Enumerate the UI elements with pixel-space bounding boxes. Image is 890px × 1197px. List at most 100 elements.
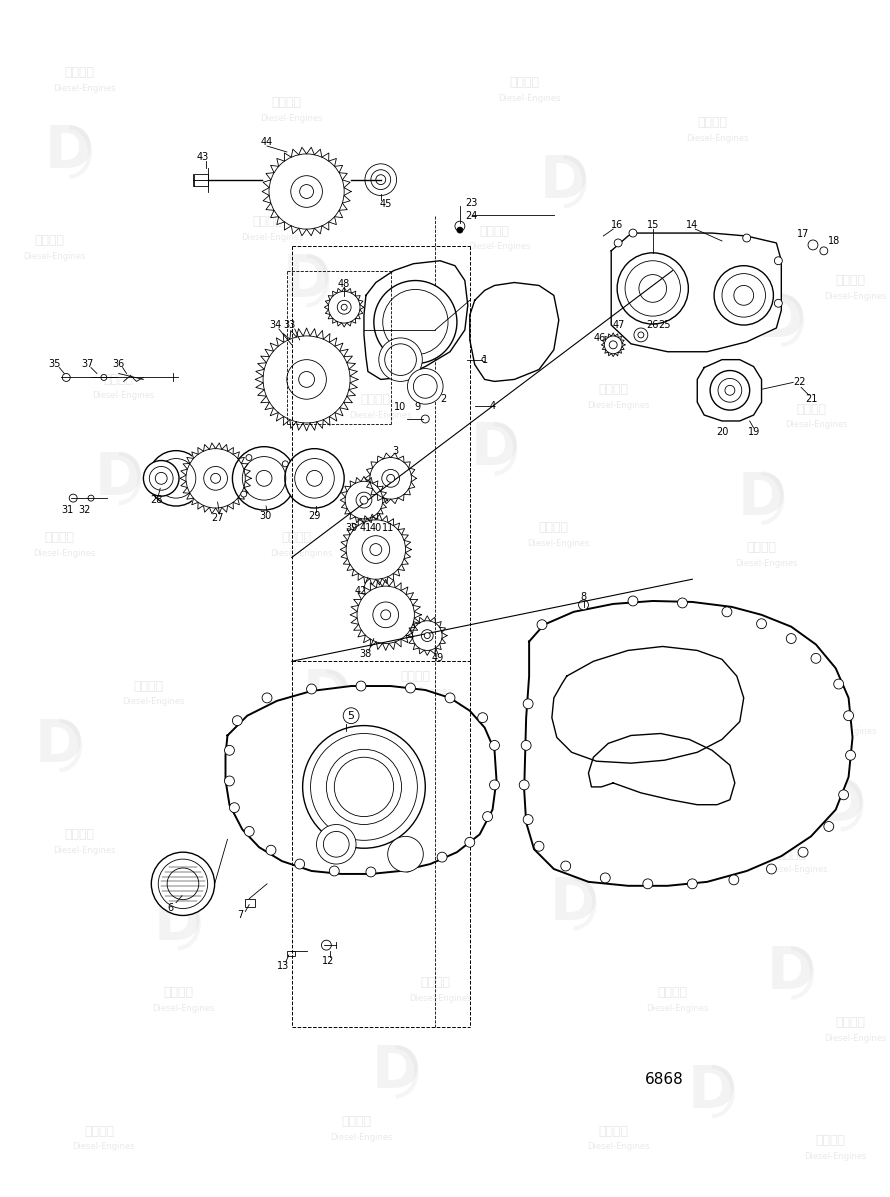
Text: 2: 2 bbox=[440, 394, 446, 405]
Text: 28: 28 bbox=[150, 496, 163, 505]
Circle shape bbox=[455, 221, 465, 231]
Text: Diesel-Engines: Diesel-Engines bbox=[350, 411, 412, 419]
Circle shape bbox=[537, 620, 547, 630]
Circle shape bbox=[300, 184, 313, 199]
Text: D: D bbox=[767, 944, 815, 1002]
Text: 紫发动力: 紫发动力 bbox=[64, 66, 94, 79]
Circle shape bbox=[244, 826, 255, 837]
Circle shape bbox=[158, 859, 207, 909]
Circle shape bbox=[729, 875, 739, 885]
Circle shape bbox=[387, 474, 394, 482]
Polygon shape bbox=[408, 615, 447, 656]
Circle shape bbox=[321, 940, 331, 950]
Text: Diesel-Engines: Diesel-Engines bbox=[646, 1004, 708, 1013]
Text: 紫发动力: 紫发动力 bbox=[35, 235, 64, 248]
Text: 紫发动力: 紫发动力 bbox=[836, 274, 866, 287]
Text: D: D bbox=[45, 123, 93, 181]
Text: Diesel-Engines: Diesel-Engines bbox=[73, 1142, 135, 1152]
Text: 紫发动力: 紫发动力 bbox=[321, 818, 352, 831]
Text: 紫发动力: 紫发动力 bbox=[569, 828, 598, 840]
Text: 紫发动力: 紫发动力 bbox=[638, 680, 668, 693]
Text: Diesel-Engines: Diesel-Engines bbox=[409, 994, 472, 1003]
Circle shape bbox=[69, 494, 77, 502]
Circle shape bbox=[155, 473, 167, 485]
Text: 31: 31 bbox=[61, 505, 73, 515]
Text: Diesel-Engines: Diesel-Engines bbox=[765, 865, 828, 875]
Text: 6868: 6868 bbox=[645, 1073, 684, 1087]
Text: 紫发动力: 紫发动力 bbox=[163, 986, 193, 999]
Text: 紫发动力: 紫发动力 bbox=[538, 521, 569, 534]
Text: Diesel-Engines: Diesel-Engines bbox=[824, 1034, 886, 1043]
Text: 21: 21 bbox=[805, 394, 817, 405]
Circle shape bbox=[376, 175, 385, 184]
Circle shape bbox=[734, 285, 754, 305]
Text: 紫发动力: 紫发动力 bbox=[134, 680, 164, 693]
Text: Diesel-Engines: Diesel-Engines bbox=[696, 262, 758, 272]
Text: 紫发动力: 紫发动力 bbox=[747, 541, 777, 554]
Polygon shape bbox=[364, 261, 468, 379]
Text: 44: 44 bbox=[261, 138, 273, 147]
Text: D: D bbox=[35, 717, 84, 774]
Circle shape bbox=[628, 596, 638, 606]
Text: Diesel-Engines: Diesel-Engines bbox=[389, 687, 451, 697]
Text: D: D bbox=[737, 469, 786, 527]
Text: 47: 47 bbox=[613, 320, 626, 330]
Polygon shape bbox=[524, 601, 853, 886]
Circle shape bbox=[722, 607, 732, 616]
Text: 27: 27 bbox=[211, 512, 223, 523]
Circle shape bbox=[687, 879, 697, 889]
Text: D: D bbox=[302, 668, 351, 724]
Circle shape bbox=[360, 496, 368, 504]
Circle shape bbox=[381, 610, 391, 620]
Text: Diesel-Engines: Diesel-Engines bbox=[686, 134, 748, 142]
Text: D: D bbox=[688, 1063, 736, 1120]
Circle shape bbox=[425, 633, 430, 638]
Text: 3: 3 bbox=[392, 445, 399, 456]
Circle shape bbox=[256, 470, 272, 486]
Circle shape bbox=[482, 812, 492, 821]
Circle shape bbox=[844, 711, 854, 721]
Circle shape bbox=[522, 741, 531, 751]
Circle shape bbox=[282, 461, 288, 467]
Circle shape bbox=[371, 170, 391, 189]
Text: 20: 20 bbox=[716, 427, 728, 437]
Text: 紫发动力: 紫发动力 bbox=[84, 1125, 114, 1137]
Text: 33: 33 bbox=[284, 320, 295, 330]
Text: 紫发动力: 紫发动力 bbox=[271, 96, 302, 109]
Circle shape bbox=[766, 864, 776, 874]
Circle shape bbox=[490, 741, 499, 751]
Polygon shape bbox=[194, 174, 207, 186]
Text: 39: 39 bbox=[345, 523, 357, 533]
Circle shape bbox=[373, 602, 399, 627]
Circle shape bbox=[329, 865, 339, 876]
Text: 16: 16 bbox=[611, 220, 623, 230]
Circle shape bbox=[834, 679, 844, 689]
Text: 紫发动力: 紫发动力 bbox=[658, 986, 688, 999]
Circle shape bbox=[610, 341, 617, 348]
Text: 紫发动力: 紫发动力 bbox=[826, 709, 855, 722]
Text: Diesel-Engines: Diesel-Engines bbox=[587, 1142, 650, 1152]
Circle shape bbox=[356, 492, 372, 508]
Text: Diesel-Engines: Diesel-Engines bbox=[814, 727, 877, 736]
Circle shape bbox=[617, 253, 688, 324]
Circle shape bbox=[838, 790, 848, 800]
Text: 23: 23 bbox=[465, 199, 478, 208]
Text: D: D bbox=[757, 292, 805, 348]
Circle shape bbox=[629, 229, 637, 237]
Text: 紫发动力: 紫发动力 bbox=[598, 383, 628, 396]
Circle shape bbox=[634, 328, 648, 342]
Text: 紫发动力: 紫发动力 bbox=[252, 214, 282, 227]
Text: 15: 15 bbox=[646, 220, 659, 230]
Circle shape bbox=[437, 852, 447, 862]
Circle shape bbox=[246, 455, 252, 461]
Text: Diesel-Engines: Diesel-Engines bbox=[122, 698, 184, 706]
Circle shape bbox=[421, 415, 429, 423]
Text: 13: 13 bbox=[277, 961, 289, 971]
Text: 46: 46 bbox=[594, 333, 605, 342]
Polygon shape bbox=[350, 579, 421, 650]
Circle shape bbox=[232, 446, 295, 510]
Circle shape bbox=[204, 467, 228, 491]
Text: 30: 30 bbox=[259, 511, 271, 521]
Circle shape bbox=[811, 654, 821, 663]
Polygon shape bbox=[697, 359, 762, 421]
